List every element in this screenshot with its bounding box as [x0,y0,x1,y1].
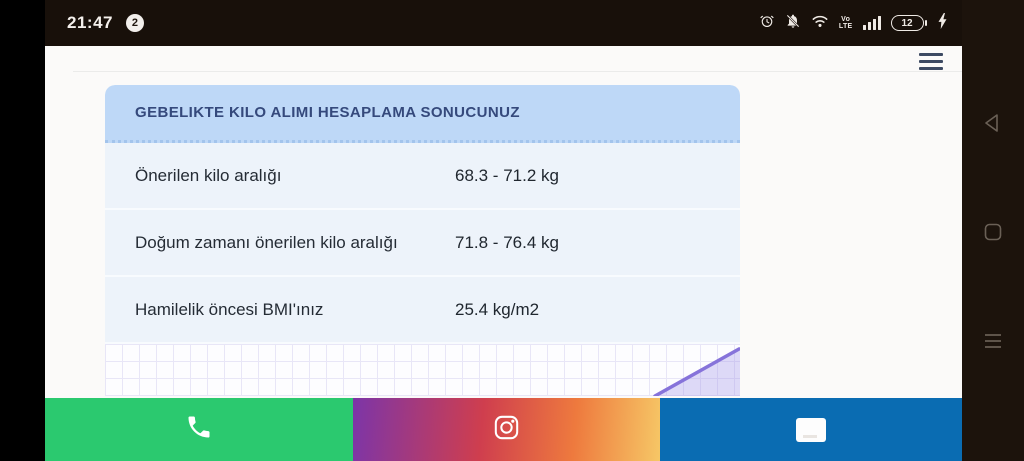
battery-icon: 12 [890,15,927,31]
signal-bars-icon [862,16,881,30]
header-divider [73,71,962,72]
notification-badge: 2 [125,14,144,32]
volte-badge: Vo LTE [838,16,853,30]
table-row: Hamilelik öncesi BMI'ınız 25.4 kg/m2 [105,277,740,344]
android-nav-bar [962,0,1024,461]
nav-back-button[interactable] [982,112,1004,139]
nav-recents-button[interactable] [982,330,1004,357]
mute-icon [785,13,801,34]
instagram-button[interactable] [353,398,660,461]
status-bar: 21:47 2 Vo LTE 12 [45,0,962,46]
alarm-icon [759,13,775,34]
table-row: Doğum zamanı önerilen kilo aralığı 71.8 … [105,210,740,277]
status-icons: Vo LTE 12 [759,12,948,34]
weight-gain-chart [105,344,740,396]
result-card-header: GEBELIKTE KILO ALIMI HESAPLAMA SONUCUNUZ [105,85,740,143]
clock: 21:47 [67,13,113,32]
row-label-bmi: Hamilelik öncesi BMI'ınız [135,299,324,319]
row-value-recommended-range: 68.3 - 71.2 kg [455,165,559,185]
blue-action-button[interactable] [660,398,962,461]
battery-percent: 12 [890,15,924,31]
row-label-recommended-range: Önerilen kilo aralığı [135,165,282,185]
wifi-icon [811,14,829,33]
row-value-bmi: 25.4 kg/m2 [455,299,540,319]
charging-icon [937,12,948,34]
instagram-icon [493,414,520,446]
phone-icon [185,413,213,446]
result-card: GEBELIKTE KILO ALIMI HESAPLAMA SONUCUNUZ… [105,85,740,398]
chart-line [653,347,740,396]
result-card-title: GEBELIKTE KILO ALIMI HESAPLAMA SONUCUNUZ [135,104,520,121]
row-label-birth-range: Doğum zamanı önerilen kilo aralığı [135,232,398,252]
hamburger-menu-icon[interactable] [919,53,943,74]
white-square-icon [796,417,826,442]
table-row: Önerilen kilo aralığı 68.3 - 71.2 kg [105,143,740,210]
phone-call-button[interactable] [45,398,353,461]
nav-home-button[interactable] [982,221,1004,248]
bottom-action-bar [45,398,962,461]
browser-page: GEBELIKTE KILO ALIMI HESAPLAMA SONUCUNUZ… [45,46,962,398]
row-value-birth-range: 71.8 - 76.4 kg [455,232,559,252]
